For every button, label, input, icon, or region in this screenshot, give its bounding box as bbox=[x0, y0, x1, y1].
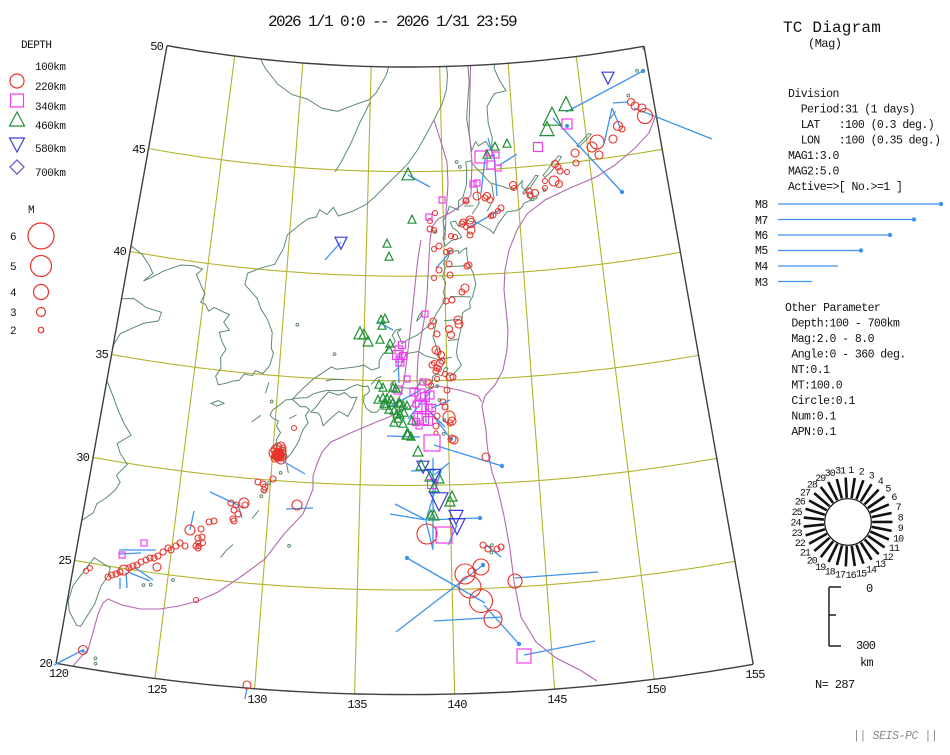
svg-text:9: 9 bbox=[898, 524, 904, 535]
svg-text:M6: M6 bbox=[755, 230, 768, 243]
svg-text:Circle:0.1: Circle:0.1 bbox=[785, 395, 856, 408]
svg-text:460km: 460km bbox=[35, 121, 66, 133]
svg-text:30: 30 bbox=[76, 451, 89, 465]
svg-text:100km: 100km bbox=[35, 62, 66, 74]
svg-text:M4: M4 bbox=[755, 261, 768, 274]
svg-text:27: 27 bbox=[800, 488, 811, 499]
svg-text:2: 2 bbox=[859, 468, 865, 479]
svg-text:13: 13 bbox=[875, 560, 886, 571]
svg-text:DEPTH: DEPTH bbox=[21, 40, 52, 52]
svg-text:45: 45 bbox=[132, 143, 145, 157]
svg-text:Active=>[ No.>=1 ]: Active=>[ No.>=1 ] bbox=[788, 181, 902, 194]
svg-text:25: 25 bbox=[58, 554, 71, 568]
svg-text:Mag:2.0 - 8.0: Mag:2.0 - 8.0 bbox=[785, 333, 875, 346]
svg-text:24: 24 bbox=[790, 518, 801, 529]
svg-text:M3: M3 bbox=[755, 277, 768, 290]
svg-text:26: 26 bbox=[795, 498, 806, 509]
svg-text:130: 130 bbox=[247, 693, 267, 707]
svg-text:2026 1/1 0:0 -- 2026 1/31 23:5: 2026 1/1 0:0 -- 2026 1/31 23:59 bbox=[268, 13, 517, 31]
svg-text:12: 12 bbox=[883, 553, 894, 564]
svg-text:Depth:100 - 700km: Depth:100 - 700km bbox=[785, 318, 900, 331]
svg-text:1: 1 bbox=[848, 466, 854, 477]
svg-text:11: 11 bbox=[889, 544, 900, 555]
svg-text:145: 145 bbox=[547, 693, 567, 707]
svg-text:25: 25 bbox=[792, 508, 803, 519]
svg-text:5: 5 bbox=[10, 262, 17, 274]
svg-text:|| SEIS-PC ||: || SEIS-PC || bbox=[853, 730, 938, 743]
svg-text:700km: 700km bbox=[35, 168, 66, 180]
svg-text:125: 125 bbox=[147, 683, 167, 697]
svg-text:TC Diagram: TC Diagram bbox=[783, 19, 881, 37]
svg-text:10: 10 bbox=[893, 534, 904, 545]
svg-text:220km: 220km bbox=[35, 82, 66, 94]
svg-text:km: km bbox=[860, 656, 873, 670]
svg-text:155: 155 bbox=[745, 668, 765, 682]
svg-text:M8: M8 bbox=[755, 199, 768, 212]
svg-text:35: 35 bbox=[95, 348, 108, 362]
svg-text:150: 150 bbox=[646, 683, 666, 697]
svg-text:MAG2:5.0: MAG2:5.0 bbox=[788, 166, 839, 179]
svg-text:580km: 580km bbox=[35, 144, 66, 156]
svg-text:31: 31 bbox=[835, 467, 846, 478]
svg-text:28: 28 bbox=[807, 480, 818, 491]
svg-text:3: 3 bbox=[10, 308, 17, 320]
svg-text:135: 135 bbox=[347, 698, 367, 712]
svg-text:20: 20 bbox=[39, 657, 52, 671]
svg-text:20: 20 bbox=[807, 557, 818, 568]
svg-text:7: 7 bbox=[896, 503, 902, 514]
svg-text:Num:0.1: Num:0.1 bbox=[785, 411, 836, 424]
svg-text:16: 16 bbox=[846, 571, 857, 582]
svg-text:140: 140 bbox=[447, 698, 467, 712]
svg-text:APN:0.1: APN:0.1 bbox=[785, 426, 836, 439]
svg-text:29: 29 bbox=[815, 474, 826, 485]
svg-text:Division: Division bbox=[788, 88, 839, 101]
svg-text:120: 120 bbox=[49, 667, 69, 681]
svg-text:M5: M5 bbox=[755, 245, 768, 258]
svg-text:4: 4 bbox=[10, 288, 17, 300]
svg-text:4: 4 bbox=[878, 477, 884, 488]
svg-text:Other Parameter: Other Parameter bbox=[785, 302, 880, 315]
svg-text:M: M bbox=[28, 205, 35, 217]
svg-text:(Mag): (Mag) bbox=[808, 37, 842, 51]
svg-text:22: 22 bbox=[795, 539, 806, 550]
svg-text:21: 21 bbox=[800, 548, 811, 559]
svg-text:40: 40 bbox=[113, 245, 126, 259]
svg-text:NT:0.1: NT:0.1 bbox=[785, 364, 830, 377]
svg-text:30: 30 bbox=[825, 469, 836, 480]
svg-text:6: 6 bbox=[10, 232, 17, 244]
svg-text:M7: M7 bbox=[755, 215, 768, 228]
svg-text:3: 3 bbox=[869, 471, 875, 482]
svg-text:6: 6 bbox=[891, 493, 897, 504]
svg-text:2: 2 bbox=[10, 326, 17, 338]
svg-text:8: 8 bbox=[898, 513, 904, 524]
svg-text:5: 5 bbox=[885, 484, 891, 495]
svg-text:15: 15 bbox=[856, 569, 867, 580]
svg-text:23: 23 bbox=[792, 529, 803, 540]
svg-text:340km: 340km bbox=[35, 102, 66, 114]
svg-text:50: 50 bbox=[150, 40, 163, 54]
svg-text:LON :100 (0.35 deg.): LON :100 (0.35 deg.) bbox=[788, 135, 940, 148]
svg-text:17: 17 bbox=[835, 570, 846, 581]
svg-text:18: 18 bbox=[825, 568, 836, 579]
svg-text:N= 287: N= 287 bbox=[815, 678, 855, 692]
svg-text:14: 14 bbox=[866, 566, 877, 577]
svg-text:MAG1:3.0: MAG1:3.0 bbox=[788, 150, 839, 163]
svg-text:Period:31 (1 days): Period:31 (1 days) bbox=[788, 104, 915, 117]
svg-text:MT:100.0: MT:100.0 bbox=[785, 380, 843, 393]
svg-text:19: 19 bbox=[815, 563, 826, 574]
svg-text:Angle:0 - 360 deg.: Angle:0 - 360 deg. bbox=[785, 349, 906, 362]
svg-text:0: 0 bbox=[866, 582, 873, 596]
svg-text:300: 300 bbox=[856, 639, 876, 653]
svg-text:LAT :100 (0.3 deg.): LAT :100 (0.3 deg.) bbox=[788, 119, 934, 132]
